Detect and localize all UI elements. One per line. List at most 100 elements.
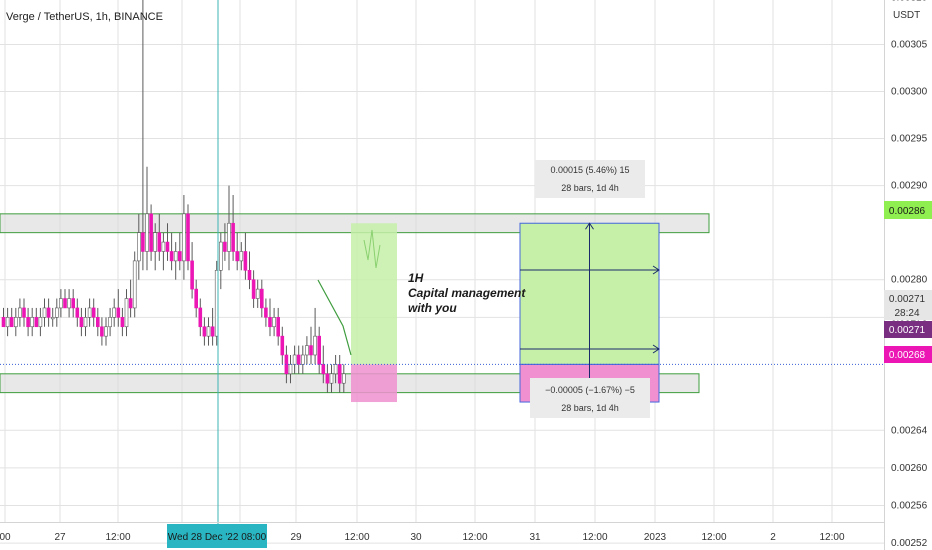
time-tick-label: 2023 — [644, 532, 667, 543]
candle-up — [153, 232, 157, 252]
symbol-title: Verge / TetherUS, 1h, BINANCE — [6, 11, 163, 23]
candle-down — [247, 269, 252, 281]
candle-down — [243, 251, 248, 271]
candle-down — [280, 335, 285, 356]
candle-up — [227, 222, 231, 252]
candle-down — [202, 326, 207, 337]
candle-down — [34, 317, 39, 328]
candle-up — [50, 317, 55, 320]
svg-text:0.00286: 0.00286 — [889, 206, 926, 217]
price-tick-label: 0.00252 — [891, 538, 928, 549]
candle-up — [161, 241, 166, 252]
candle-down — [223, 241, 227, 252]
svg-text:0.00271: 0.00271 — [889, 294, 926, 305]
candle-up — [59, 298, 63, 309]
candle-down — [309, 345, 313, 356]
candle-up — [313, 335, 317, 356]
svg-text:28:24: 28:24 — [894, 308, 919, 319]
time-tick-label: 29 — [290, 532, 302, 543]
candle-up — [104, 326, 108, 337]
candle-down — [141, 232, 145, 252]
candle-up — [137, 232, 141, 262]
long-target-line1: 0.00015 (5.46%) 15 — [550, 165, 629, 175]
candle-down — [268, 317, 272, 328]
candle-down — [284, 354, 289, 375]
time-tick-label: 12:00 — [344, 532, 369, 543]
long-arrow-up-head — [585, 222, 594, 230]
candle-down — [317, 335, 322, 365]
price-tick-label: 0.00256 — [891, 501, 928, 512]
candle-down — [210, 326, 215, 337]
candle-down — [296, 354, 301, 365]
price-badge-upper-zone: 0.00286 — [884, 201, 932, 219]
price-tick-label: 0.00305 — [891, 39, 928, 50]
candle-up — [329, 373, 334, 384]
candle-up — [38, 317, 43, 328]
candle-up — [54, 307, 59, 318]
price-tick-label: 0.00290 — [891, 181, 928, 192]
candle-down — [321, 364, 326, 375]
candle-down — [26, 317, 30, 328]
price-badge-stop: 0.00268 — [884, 346, 932, 363]
price-tick-label: 0.00264 — [891, 425, 928, 436]
small-projection-path — [363, 229, 381, 269]
price-tick-label: 0.00260 — [891, 463, 928, 474]
long-target-time-head — [652, 265, 660, 275]
overlay — [0, 0, 884, 524]
candles — [1, 0, 346, 393]
svg-text:0.00271: 0.00271 — [889, 325, 926, 336]
long-stop-line1: −0.00005 (−1.67%) −5 — [545, 385, 635, 395]
currency-label: USDT — [893, 10, 920, 21]
candle-down — [178, 251, 182, 262]
candle-down — [190, 260, 194, 290]
candle-up — [173, 251, 178, 262]
candle-up — [124, 298, 129, 328]
candle-down — [128, 298, 133, 309]
time-tick-label: 12:00 — [462, 532, 487, 543]
price-badge-current: 0.00271 — [884, 321, 932, 338]
trend-line — [317, 279, 352, 356]
candle-up — [341, 373, 346, 384]
candle-up — [108, 317, 112, 328]
candle-down — [259, 288, 264, 309]
candle-down — [116, 307, 121, 318]
candle-down — [165, 241, 170, 252]
price-badge-last: 0.00271 28:24 — [884, 290, 932, 320]
candle-up — [272, 317, 276, 328]
time-tick-label: 12:00 — [105, 532, 130, 543]
candle-down — [1, 317, 6, 328]
candle-down — [91, 307, 96, 318]
candle-up — [87, 307, 92, 318]
candle-up — [14, 317, 18, 328]
candle-up — [239, 251, 244, 262]
candle-up — [182, 213, 186, 262]
time-tick-label: 00 — [0, 532, 11, 543]
candle-up — [30, 317, 35, 328]
candle-down — [63, 298, 67, 309]
candle-down — [231, 222, 235, 252]
candle-down — [157, 232, 162, 252]
time-tick-label: 27 — [54, 532, 66, 543]
candle-up — [42, 307, 47, 318]
candle-down — [100, 326, 104, 337]
candle-down — [46, 307, 51, 318]
candle-down — [96, 317, 100, 328]
candle-down — [264, 307, 268, 318]
price-tick-label: 0.00280 — [891, 275, 928, 286]
candle-down — [186, 213, 190, 262]
time-tick-label: 2 — [770, 532, 776, 543]
crosshair-time-label: Wed 28 Dec '22 08:00 — [167, 524, 267, 548]
candle-down — [75, 307, 80, 318]
candle-up — [145, 213, 149, 252]
time-tick-label: 30 — [410, 532, 422, 543]
candle-up — [5, 317, 10, 328]
candle-up — [67, 298, 71, 309]
candle-down — [198, 307, 203, 328]
candle-up — [292, 354, 297, 365]
candle-down — [22, 307, 26, 318]
candle-down — [71, 298, 75, 309]
candle-down — [149, 213, 153, 252]
price-tick-label: 0.00300 — [891, 87, 928, 98]
candle-down — [325, 373, 330, 384]
